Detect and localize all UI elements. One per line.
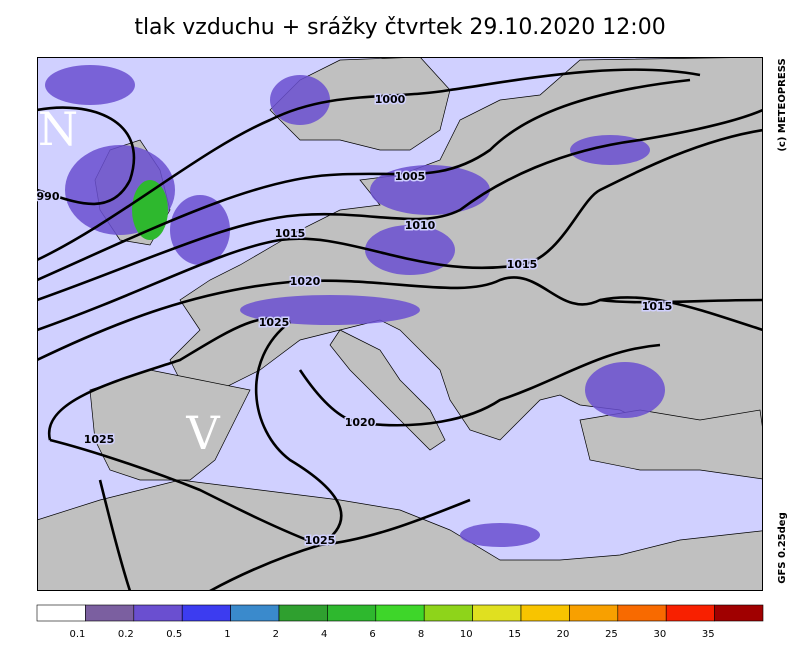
isobar-label: 1025 [305,534,336,547]
precip-area [45,65,135,105]
isobar [209,320,343,591]
isobar [37,108,763,302]
legend-label: 20 [557,629,570,640]
legend-swatch [36,604,86,622]
legend-swatch [278,604,328,622]
legend-swatch [520,604,570,622]
isobar [37,68,701,262]
legend-swatch [472,604,522,622]
isobar-label: 1010 [405,219,436,232]
isobar [47,317,291,441]
isobar-label: 1020 [290,275,321,288]
legend-swatch [714,604,764,622]
isobar-label: 1000 [375,93,406,106]
legend-label: 10 [460,629,473,640]
legend-label: 6 [369,629,375,640]
legend-swatch [423,604,473,622]
isobar-label: 1015 [642,300,673,313]
isobar [37,128,763,332]
legend-label: 0.2 [118,629,134,640]
legend-label: 25 [605,629,618,640]
legend-label: 0.5 [166,629,182,640]
isobar-label: 1025 [259,316,290,329]
isobar [599,298,763,304]
map-title: tlak vzduchu + srážky čtvrtek 29.10.2020… [134,15,665,40]
land-turkey [579,409,763,480]
precip-area [460,523,540,547]
land-africa [37,479,763,591]
model-label: GFS 0.25deg [777,512,788,584]
legend-swatch [569,604,619,622]
legend-swatch [85,604,135,622]
legend-swatch [327,604,377,622]
legend-swatch [617,604,667,622]
legend-swatch [375,604,425,622]
isobar-label: 1025 [84,433,115,446]
precip-area [270,75,330,125]
legend-label: 4 [321,629,327,640]
land-iberia [89,369,251,481]
isobar-label: 1005 [395,170,426,183]
land-italy [329,329,446,451]
legend-swatch [665,604,715,622]
isobar-label: 990 [37,190,60,203]
isobar [37,106,136,206]
isobar [98,479,132,591]
legend: 0.1 0.2 0.5 1 2 4 6 8 10 15 20 25 30 35 [36,604,764,640]
legend-swatch [181,604,231,622]
isobar-label: 1020 [345,416,376,429]
high-pressure-center: V [185,406,220,460]
legend-label: 15 [508,629,521,640]
legend-label: 2 [273,629,279,640]
legend-label: 1 [224,629,230,640]
legend-label: 35 [702,629,715,640]
precip-area [585,362,665,418]
legend-label: 30 [653,629,666,640]
credit: (c) METEOPRESS [777,58,788,151]
isobar [298,343,661,427]
legend-label: 0.1 [69,629,85,640]
precip-area [170,195,230,265]
legend-swatch [133,604,183,622]
isobar-label: 1015 [275,227,306,240]
precip-area [370,165,490,215]
legend-label: 8 [418,629,424,640]
isobar [37,276,763,362]
precip-area [365,225,455,275]
isobar-label: 1015 [507,258,538,271]
isobar [37,78,691,282]
precip-area [240,295,420,325]
map: 990 1000 1005 1010 1015 1015 1015 1020 1020 1025 1… [37,57,763,591]
legend-swatch [230,604,280,622]
isobar [49,438,471,547]
low-pressure-center: N [38,102,78,156]
